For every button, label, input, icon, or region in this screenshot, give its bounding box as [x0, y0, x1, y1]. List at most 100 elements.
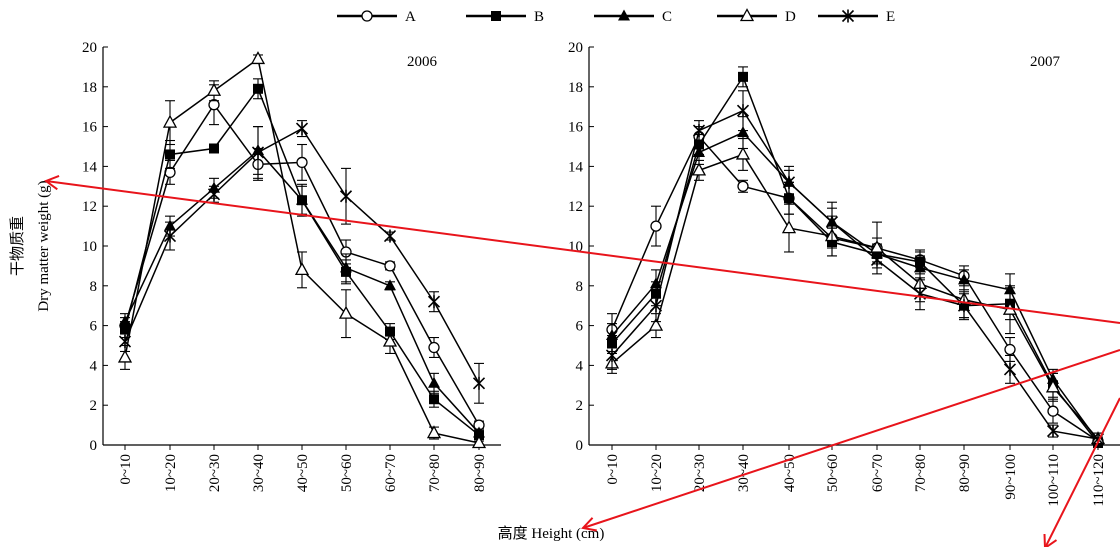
series-d	[117, 51, 487, 449]
series-e	[118, 120, 486, 404]
data-point-d	[781, 220, 797, 234]
y-tick-label: 12	[568, 199, 583, 215]
data-point-d	[250, 51, 266, 65]
annotation-arrow-bottom-right	[1043, 397, 1120, 547]
series-line-a	[611, 135, 1099, 442]
data-point-b	[209, 143, 219, 154]
x-tick-label: 70~80	[913, 454, 929, 492]
x-tick-label: 110~120	[1091, 454, 1107, 507]
data-point-e	[1003, 362, 1017, 376]
y-tick-label: 4	[90, 358, 98, 374]
x-tick-label: 40~50	[295, 454, 311, 492]
data-point-e	[1046, 424, 1060, 438]
data-point-d	[471, 435, 487, 449]
data-point-a	[1004, 343, 1016, 356]
data-point-d	[735, 146, 751, 160]
data-point-a	[428, 341, 440, 354]
y-tick-label: 6	[576, 319, 584, 335]
y-tick-label: 16	[568, 120, 584, 136]
x-tick-label: 40~50	[782, 454, 798, 492]
y-tick-label: 14	[82, 159, 98, 175]
data-point-d	[117, 349, 133, 363]
y-tick-label: 10	[82, 239, 97, 255]
data-point-c	[340, 261, 352, 273]
data-point-a	[384, 260, 396, 272]
data-point-c	[428, 376, 440, 388]
data-point-d	[1045, 379, 1061, 393]
legend-marker-b	[491, 11, 501, 21]
x-tick-label: 90~100	[1003, 454, 1019, 500]
series-a	[606, 126, 1104, 447]
y-axis-title-en: Dry matter weight (g)	[36, 180, 52, 311]
data-point-a	[737, 180, 749, 192]
x-tick-label: 0~10	[118, 454, 134, 485]
series-line-c	[611, 131, 1099, 442]
data-point-b	[429, 394, 439, 405]
data-point-e	[339, 189, 353, 203]
annotation-arrow-to-x-title	[581, 349, 1120, 532]
data-point-e	[383, 229, 397, 243]
y-tick-label: 2	[576, 398, 584, 414]
data-point-e	[782, 175, 796, 189]
data-point-d	[338, 305, 354, 319]
data-point-e	[118, 335, 132, 349]
data-point-d	[648, 317, 664, 331]
data-point-d	[162, 114, 178, 128]
x-tick-label: 10~20	[649, 454, 665, 492]
legend-item-d: D	[717, 8, 796, 25]
y-tick-label: 2	[90, 398, 98, 414]
y-tick-label: 8	[90, 279, 98, 295]
x-tick-label: 20~30	[207, 454, 223, 492]
x-tick-label: 10~20	[163, 454, 179, 492]
legend: A B C D E	[337, 8, 895, 25]
legend-marker-a	[361, 10, 373, 22]
panel-title-2006: 2006	[407, 54, 438, 70]
data-point-c	[737, 126, 749, 138]
x-axis-title: 高度 Height (cm)	[498, 525, 605, 542]
y-tick-label: 4	[576, 358, 584, 374]
data-point-a	[1047, 405, 1059, 417]
data-point-c	[296, 193, 308, 205]
legend-item-c: C	[594, 9, 672, 25]
data-point-e	[163, 229, 177, 243]
series-line-e	[611, 109, 1099, 440]
data-point-e	[605, 348, 619, 362]
y-tick-label: 0	[576, 438, 584, 454]
y-tick-label: 18	[568, 80, 583, 96]
annotation-arrows	[43, 175, 1120, 547]
legend-marker-c	[618, 9, 630, 21]
data-point-e	[295, 122, 309, 136]
data-point-d	[206, 82, 222, 96]
data-point-e	[649, 299, 663, 313]
data-point-e	[825, 215, 839, 229]
x-tick-label: 50~60	[339, 454, 355, 492]
data-point-d	[426, 425, 442, 439]
data-point-e	[207, 187, 221, 201]
panel-2006: 0 2 4 6 8 10 12 14 16 18 20 0~10 10~20 20~30 30~40 40~5…	[82, 40, 501, 492]
y-tick-label: 12	[82, 199, 97, 215]
legend-marker-d	[739, 8, 755, 22]
y-tick-label: 16	[82, 120, 98, 136]
data-point-c	[119, 315, 131, 327]
data-point-c	[606, 329, 618, 341]
annotation-arrow-to-y-title	[43, 175, 1120, 324]
data-point-c	[650, 277, 662, 289]
data-point-c	[384, 279, 396, 291]
y-tick-label: 20	[568, 40, 583, 56]
series-d	[604, 137, 1106, 446]
legend-item-e: E	[818, 9, 895, 25]
data-point-e	[427, 295, 441, 309]
x-tick-label: 30~40	[736, 454, 752, 492]
data-point-e	[913, 287, 927, 301]
data-point-b	[165, 149, 175, 160]
data-point-e	[870, 253, 884, 267]
x-tick-label: 30~40	[251, 454, 267, 492]
x-tick-label: 100~110	[1046, 454, 1062, 507]
data-point-e	[736, 104, 750, 118]
y-axis-title-cn: 干物质重	[9, 216, 26, 276]
data-point-c	[693, 145, 705, 157]
series-line-b	[611, 75, 1099, 444]
series-e	[605, 90, 1105, 446]
